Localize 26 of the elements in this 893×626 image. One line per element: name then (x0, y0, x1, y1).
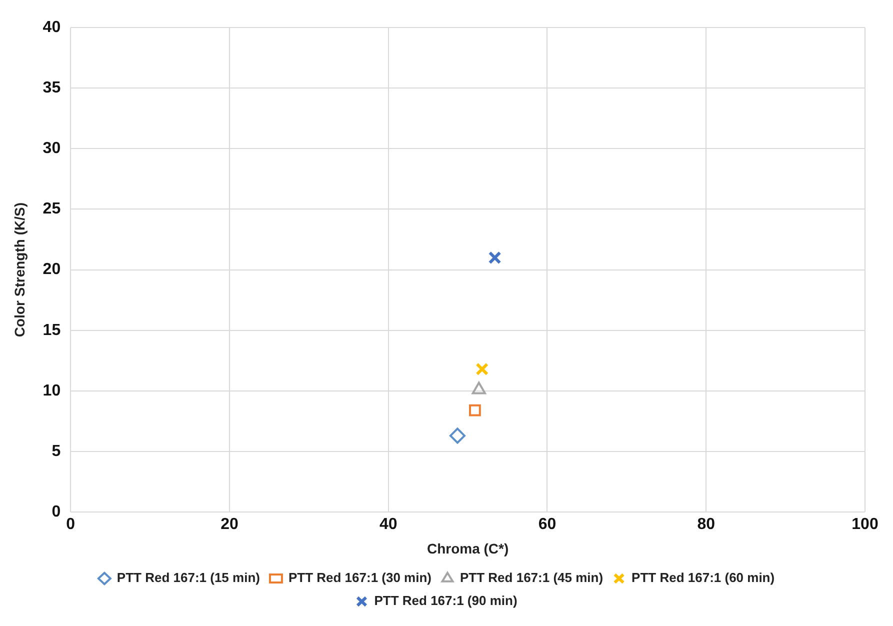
legend-label: PTT Red 167:1 (60 min) (632, 570, 775, 586)
legend-label: PTT Red 167:1 (15 min) (116, 570, 260, 586)
y-tick-label: 40 (42, 19, 61, 36)
y-tick-label: 35 (42, 80, 61, 97)
x-tick-label: 100 (852, 516, 878, 534)
legend-label: PTT Red 167:1 (90 min) (374, 593, 518, 608)
point (488, 251, 502, 264)
point (476, 362, 489, 376)
legend-label: PTT Red 167:1 (45 min) (460, 570, 604, 586)
y-axis-title: Color Strength (K/S) (11, 202, 28, 338)
y-tick-label: 30 (42, 140, 61, 158)
y-tick-label: 25 (42, 200, 61, 218)
y-tick-label: 10 (42, 382, 61, 400)
y-tick-label: 0 (52, 503, 61, 520)
legend-label: PTT Red 167:1 (30 min) (288, 570, 432, 586)
x-tick-label: 20 (220, 516, 238, 534)
y-tick-label: 15 (42, 322, 61, 339)
y-tick-label: 20 (42, 261, 61, 278)
x-tick-label: 0 (66, 516, 76, 534)
x-tick-label: 80 (697, 516, 716, 534)
y-tick-label: 5 (52, 442, 61, 460)
point (469, 404, 481, 416)
point (449, 428, 466, 444)
x-axis-title: Chroma (C*) (426, 540, 509, 556)
x-tick-label: 60 (538, 516, 556, 534)
x-tick-label: 40 (379, 516, 398, 534)
